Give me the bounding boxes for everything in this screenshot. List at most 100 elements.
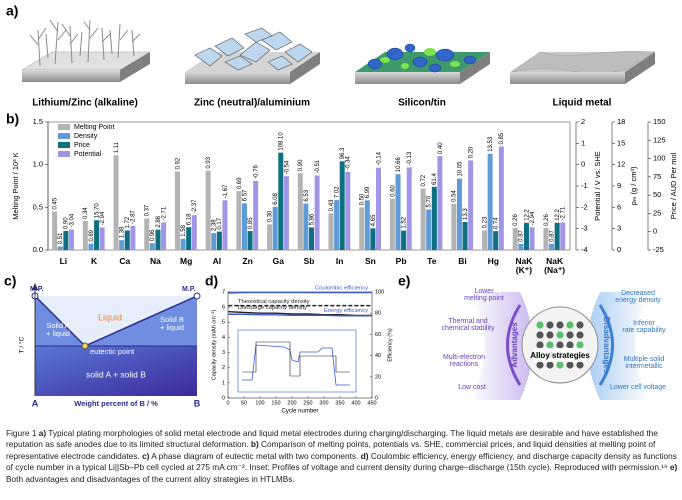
- bar: [68, 229, 74, 250]
- melting-point-label: M.P.: [30, 286, 44, 293]
- disadvantage-item: Decreased energy density: [615, 290, 661, 305]
- category-label: Sn: [364, 256, 376, 266]
- caption-segment: Coulombic efficiency, energy efficiency,…: [6, 450, 677, 473]
- bar: [52, 211, 58, 250]
- value-label: 0.89: [89, 229, 95, 241]
- value-label: 12.2: [524, 208, 530, 220]
- bar: [119, 240, 125, 250]
- tick-label: 50: [653, 190, 661, 199]
- atom: [576, 341, 584, 349]
- tick-label: 60: [375, 332, 381, 338]
- bar: [144, 218, 150, 250]
- value-label: 6.18: [187, 213, 193, 225]
- series-label: Theoretical capacity density: [238, 299, 310, 305]
- axis-title: Price / AUD Per mol: [669, 152, 678, 219]
- legend-swatch: [58, 142, 70, 148]
- value-label: 108.10: [279, 132, 285, 151]
- value-label: 6.08: [273, 192, 279, 204]
- tick-label: 350: [335, 400, 344, 406]
- morphology-label: Liquid metal: [553, 98, 612, 109]
- bar: [468, 160, 474, 250]
- category-label: Pb: [395, 256, 407, 266]
- tick-label: 125: [653, 135, 666, 144]
- disadvantage-item: Inferior rate capability: [622, 320, 666, 335]
- value-label: 6.57: [242, 189, 248, 201]
- tick-label: 400: [351, 400, 360, 406]
- bar: [370, 228, 376, 250]
- tick-label: 150: [653, 117, 666, 126]
- value-label: 0.96: [150, 229, 156, 241]
- tick-label: -2: [581, 202, 588, 211]
- value-label: 0.45: [53, 197, 59, 209]
- value-label: 0.74: [494, 217, 500, 229]
- legend-label: Price: [74, 142, 90, 149]
- panel-label: c): [4, 273, 16, 289]
- tick-label: 3: [617, 224, 621, 233]
- advantage-item: Low cost: [458, 384, 486, 391]
- value-label: 0.87: [519, 229, 525, 241]
- value-label: 0.43: [329, 199, 335, 211]
- tick-label: 1.5: [33, 117, 43, 126]
- bar: [94, 220, 100, 250]
- value-label: 61.4: [432, 172, 438, 184]
- category-label: NaK (Na⁺): [544, 256, 566, 275]
- bar: [222, 200, 228, 250]
- value-label: 0.85: [499, 132, 505, 144]
- tick-label: 0: [226, 400, 229, 406]
- value-label: -0.13: [407, 151, 413, 165]
- tick-label: 15: [617, 138, 625, 147]
- category-label: Ga: [272, 256, 284, 266]
- tick-label: 5: [222, 320, 225, 326]
- series-line: [228, 291, 372, 294]
- category-label: In: [335, 256, 344, 266]
- axis-title: Melting Point / 10³ K: [11, 152, 20, 220]
- bar: [328, 213, 334, 250]
- panel-label: d): [205, 273, 218, 289]
- tick-label: 18: [617, 117, 625, 126]
- tick-label: 0: [581, 160, 585, 169]
- bar: [523, 222, 529, 250]
- value-label: 0.93: [206, 156, 212, 168]
- value-label: -0.14: [376, 151, 382, 165]
- bar: [82, 220, 88, 250]
- value-label: 0.50: [360, 193, 366, 205]
- axis-end: A: [32, 398, 39, 408]
- value-label: -0.76: [254, 165, 260, 179]
- value-label: 1.72: [125, 216, 131, 228]
- panel-label: b): [6, 111, 19, 127]
- bar: [130, 225, 136, 250]
- series-label: Energy efficiency: [324, 308, 368, 314]
- tick-label: -3: [581, 224, 588, 233]
- bar: [512, 227, 518, 250]
- bar: [376, 167, 382, 250]
- value-label: 13.3: [463, 208, 469, 220]
- caption: Figure 1 a) Typical plating morphologies…: [6, 428, 678, 485]
- atom: [576, 361, 584, 369]
- legend-label: Density: [74, 133, 98, 140]
- legend-label: Potential: [74, 151, 102, 158]
- atom: [566, 361, 574, 369]
- caption-segment: Comparison of melting points, potentials…: [6, 439, 656, 461]
- value-label: 1.11: [114, 141, 120, 153]
- tick-label: 0: [653, 227, 657, 236]
- atom: [566, 331, 574, 339]
- category-label: Li: [59, 256, 68, 266]
- atom: [566, 321, 574, 329]
- atom: [546, 341, 554, 349]
- disadvantage-item: Multiple solid intermetallic: [623, 356, 665, 371]
- value-label: 0.37: [145, 204, 151, 216]
- legend-swatch: [58, 151, 70, 157]
- voltage-inset: [237, 329, 357, 393]
- value-label: 0.90: [64, 217, 70, 229]
- side-title: Disadvantages: [602, 317, 611, 374]
- tick-label: 20: [375, 374, 381, 380]
- tick-label: -25: [653, 245, 664, 254]
- bar: [462, 221, 468, 250]
- phase-regions: [31, 283, 201, 396]
- series-label: Coulombic efficiency: [315, 286, 368, 292]
- tick-label: 9: [617, 181, 621, 190]
- melting-point-label: M.P.: [182, 286, 196, 293]
- bar: [518, 243, 524, 250]
- value-label: 96.3: [340, 147, 346, 159]
- bar: [88, 243, 94, 250]
